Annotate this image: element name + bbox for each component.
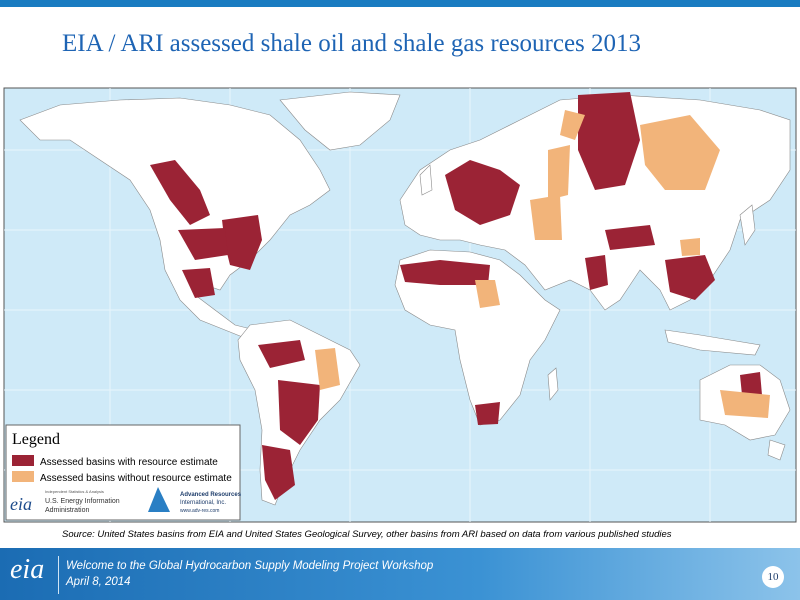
legend-swatch — [12, 471, 34, 482]
basin — [278, 380, 320, 445]
top-bar — [0, 0, 800, 7]
basin — [585, 255, 608, 290]
basin — [530, 195, 562, 240]
basin — [720, 390, 770, 418]
assessed-basins — [150, 92, 770, 500]
greenland — [279, 91, 401, 151]
basin — [640, 115, 720, 190]
footer-separator — [58, 556, 59, 594]
japan — [739, 204, 756, 246]
new-zealand — [767, 439, 786, 461]
source-note: Source: United States basins from EIA an… — [62, 529, 672, 540]
footer: eia Welcome to the Global Hydrocarbon Su… — [0, 548, 800, 600]
basin — [578, 92, 640, 190]
eia-logo: eia — [10, 494, 32, 514]
eia-logo-text: Independent Statistics & Analysis — [45, 489, 104, 494]
legend-swatch — [12, 455, 34, 466]
basin — [548, 145, 570, 200]
basin — [258, 340, 305, 368]
basin — [740, 372, 762, 395]
footer-text: April 8, 2014 — [66, 576, 131, 588]
basin — [475, 402, 500, 425]
ari-logo-text: International, Inc. — [180, 500, 226, 506]
basin — [150, 160, 210, 225]
basin — [445, 160, 520, 225]
basin — [262, 445, 295, 500]
basin — [222, 215, 262, 270]
basin — [182, 268, 215, 298]
footer-text: Welcome to the Global Hydrocarbon Supply… — [66, 560, 434, 572]
africa — [394, 249, 561, 426]
legend-box — [5, 424, 241, 521]
legend: Legend Assessed basins with resource est… — [5, 424, 242, 521]
basin — [475, 280, 500, 308]
legend-title: Legend — [12, 431, 60, 448]
page-number: 10 — [762, 566, 784, 588]
britain — [419, 164, 433, 196]
basin — [665, 255, 715, 300]
eia-logo-text: U.S. Energy Information — [45, 498, 120, 505]
slide-title: EIA / ARI assessed shale oil and shale g… — [62, 30, 642, 57]
basin — [680, 238, 700, 256]
ari-logo-text: www.adv-res.com — [180, 508, 219, 514]
ari-logo-text: Advanced Resources — [180, 492, 242, 498]
eia-logo-text: Administration — [45, 507, 89, 514]
indonesia — [664, 329, 761, 356]
madagascar — [547, 367, 559, 401]
ari-logo-mark — [148, 487, 170, 512]
basin — [560, 110, 585, 140]
legend-label: Assessed basins without resource estimat… — [40, 473, 232, 484]
basin — [400, 260, 490, 285]
basin — [315, 348, 340, 390]
basin — [605, 225, 655, 250]
basin — [178, 228, 228, 260]
legend-label: Assessed basins with resource estimate — [40, 457, 218, 468]
footer-logo: eia — [10, 554, 45, 585]
